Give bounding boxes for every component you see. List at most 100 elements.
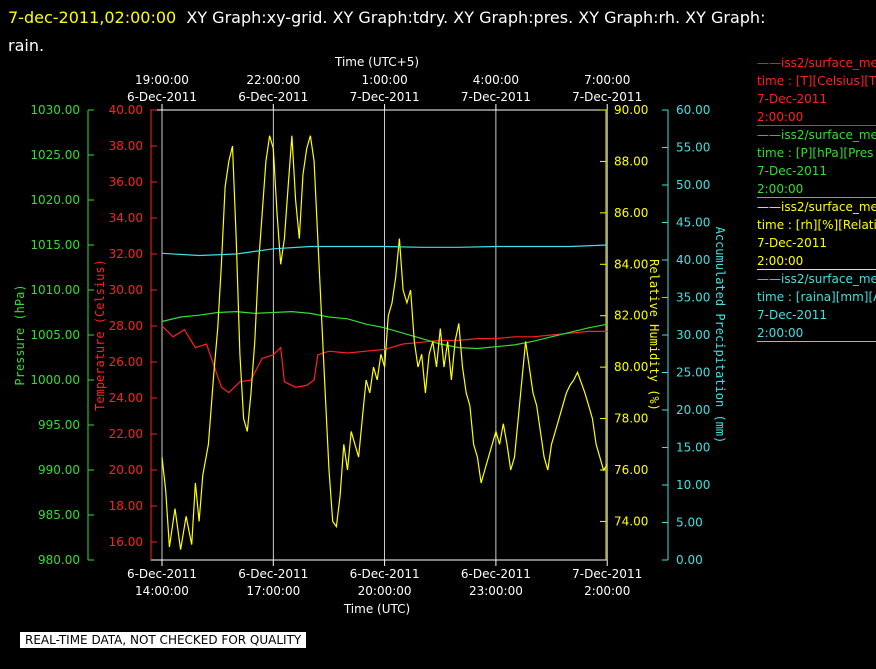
legend-separator: [757, 125, 876, 126]
pressure-tick-label: 995.00: [38, 418, 80, 432]
graph-list-cont: rain.: [8, 36, 45, 55]
graph-list: XY Graph:xy-grid. XY Graph:tdry. XY Grap…: [186, 8, 766, 27]
x-top-tick-label-date: 6-Dec-2011: [127, 90, 197, 104]
humidity-tick-label: 78.00: [614, 412, 648, 426]
legend-line: time : [P][hPa][Pres: [757, 146, 874, 160]
precip-tick-label: 10.00: [676, 478, 710, 492]
precip-tick-label: 25.00: [676, 366, 710, 380]
pressure-tick-label: 1025.00: [30, 148, 80, 162]
temperature-tick-label: 32.00: [109, 247, 143, 261]
pressure-tick-label: 1010.00: [30, 283, 80, 297]
legend-separator: [757, 269, 876, 270]
precip-tick-label: 45.00: [676, 216, 710, 230]
humidity-tick-label: 84.00: [614, 257, 648, 271]
x-tick-label-date: 6-Dec-2011: [350, 567, 420, 581]
graph-title: 7-dec-2011,02:00:00 XY Graph:xy-grid. XY…: [8, 4, 858, 60]
legend-series-name: ——iss2/surface_me: [757, 200, 876, 214]
humidity-tick-label: 76.00: [614, 463, 648, 477]
precip-tick-label: 55.00: [676, 141, 710, 155]
x-tick-label-date: 6-Dec-2011: [238, 567, 308, 581]
x-top-tick-label-time: 19:00:00: [135, 73, 189, 87]
quality-banner: REAL-TIME DATA, NOT CHECKED FOR QUALITY: [20, 632, 307, 648]
x-top-tick-label-date: 7-Dec-2011: [350, 90, 420, 104]
temperature-tick-label: 26.00: [109, 355, 143, 369]
precip-tick-label: 30.00: [676, 328, 710, 342]
timestamp: 7-dec-2011,02:00:00: [8, 8, 177, 27]
pressure-axis-title: Pressure (hPa): [13, 284, 27, 385]
legend-line: 7-Dec-2011: [757, 92, 828, 106]
precip-tick-label: 0.00: [676, 553, 703, 567]
x-top-tick-label-time: 7:00:00: [584, 73, 630, 87]
temperature-tick-label: 34.00: [109, 211, 143, 225]
legend-separator: [757, 341, 876, 342]
temperature-tick-label: 28.00: [109, 319, 143, 333]
temperature-tick-label: 24.00: [109, 391, 143, 405]
series-line-humidity: [161, 135, 608, 550]
pressure-tick-label: 990.00: [38, 463, 80, 477]
legend-series-name: ——iss2/surface_me: [757, 128, 876, 142]
humidity-tick-label: 80.00: [614, 360, 648, 374]
x-top-tick-label-date: 6-Dec-2011: [238, 90, 308, 104]
x-tick-label-time: 23:00:00: [469, 584, 523, 598]
x-top-tick-label-date: 7-Dec-2011: [572, 90, 642, 104]
series-line-pressure: [161, 310, 608, 350]
x-top-axis-label: Time (UTC+5): [334, 55, 419, 69]
legend-line: 7-Dec-2011: [757, 236, 828, 250]
precip-tick-label: 20.00: [676, 403, 710, 417]
x-top-tick-label-time: 4:00:00: [473, 73, 519, 87]
x-tick-label-date: 6-Dec-2011: [127, 567, 197, 581]
humidity-tick-label: 88.00: [614, 154, 648, 168]
temperature-tick-label: 20.00: [109, 463, 143, 477]
legend-line: 2:00:00: [757, 254, 804, 268]
legend-entry: ——iss2/surface_me time : [P][hPa][Pres 7-D…: [757, 126, 876, 198]
precip-tick-label: 50.00: [676, 178, 710, 192]
temperature-tick-label: 18.00: [109, 499, 143, 513]
pressure-tick-label: 1005.00: [30, 328, 80, 342]
pressure-tick-label: 985.00: [38, 508, 80, 522]
series-line-temperature: [161, 325, 608, 394]
temperature-tick-label: 30.00: [109, 283, 143, 297]
plot-frame: [150, 109, 607, 561]
temperature-tick-label: 22.00: [109, 427, 143, 441]
legend-line: 2:00:00: [757, 326, 804, 340]
temperature-tick-label: 38.00: [109, 139, 143, 153]
precip-axis-title: Accumulated Precipitation (mm): [713, 227, 727, 444]
x-tick-label-date: 6-Dec-2011: [461, 567, 531, 581]
x-tick-label-time: 14:00:00: [135, 584, 189, 598]
humidity-tick-label: 74.00: [614, 514, 648, 528]
humidity-tick-label: 82.00: [614, 309, 648, 323]
pressure-tick-label: 980.00: [38, 553, 80, 567]
series-line-precip: [161, 244, 608, 257]
precip-tick-label: 5.00: [676, 516, 703, 530]
precip-tick-label: 60.00: [676, 103, 710, 117]
x-tick-label-time: 17:00:00: [246, 584, 300, 598]
pressure-tick-label: 1030.00: [30, 103, 80, 117]
temperature-tick-label: 40.00: [109, 103, 143, 117]
legend-separator: [757, 197, 876, 198]
humidity-tick-label: 86.00: [614, 206, 648, 220]
legend-line: time : [rh][%][Relati: [757, 218, 876, 232]
legend-series-name: ——iss2/surface_me: [757, 272, 876, 286]
legend-line: time : [T][Celsius][T: [757, 74, 876, 88]
x-axis-label: Time (UTC): [343, 602, 410, 616]
x-top-tick-label-time: 1:00:00: [361, 73, 407, 87]
temperature-axis-title: Temperature (Celsius): [93, 259, 107, 411]
x-tick-label-time: 20:00:00: [358, 584, 412, 598]
precip-tick-label: 35.00: [676, 291, 710, 305]
temperature-tick-label: 16.00: [109, 535, 143, 549]
precip-tick-label: 15.00: [676, 441, 710, 455]
humidity-axis-title: Relative Humidity (%): [647, 259, 661, 411]
legend-line: 7-Dec-2011: [757, 308, 828, 322]
temperature-tick-label: 36.00: [109, 175, 143, 189]
pressure-tick-label: 1000.00: [30, 373, 80, 387]
x-top-tick-label-time: 22:00:00: [246, 73, 300, 87]
x-top-tick-label-date: 7-Dec-2011: [461, 90, 531, 104]
x-tick-label-date: 7-Dec-2011: [572, 567, 642, 581]
legend-series-name: ——iss2/surface_me: [757, 56, 876, 70]
precip-tick-label: 40.00: [676, 253, 710, 267]
legend-line: time : [raina][mm][A: [757, 290, 876, 304]
